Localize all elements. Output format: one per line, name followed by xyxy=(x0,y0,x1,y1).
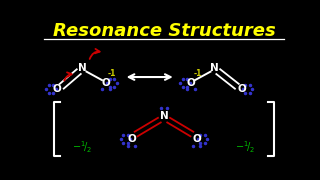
Text: N: N xyxy=(78,63,87,73)
Text: $-^1\!/_2$: $-^1\!/_2$ xyxy=(73,139,93,155)
Text: O: O xyxy=(101,78,110,88)
Text: O: O xyxy=(187,78,196,88)
Text: O: O xyxy=(237,84,246,94)
Text: O: O xyxy=(127,134,136,144)
Text: -1: -1 xyxy=(193,69,202,78)
Text: N: N xyxy=(160,111,168,121)
Text: $-^1\!/_2$: $-^1\!/_2$ xyxy=(235,139,255,155)
Text: N: N xyxy=(210,63,219,73)
Text: Resonance Structures: Resonance Structures xyxy=(52,22,276,40)
Text: O: O xyxy=(53,84,61,94)
Text: O: O xyxy=(192,134,201,144)
Text: -1: -1 xyxy=(108,69,116,78)
